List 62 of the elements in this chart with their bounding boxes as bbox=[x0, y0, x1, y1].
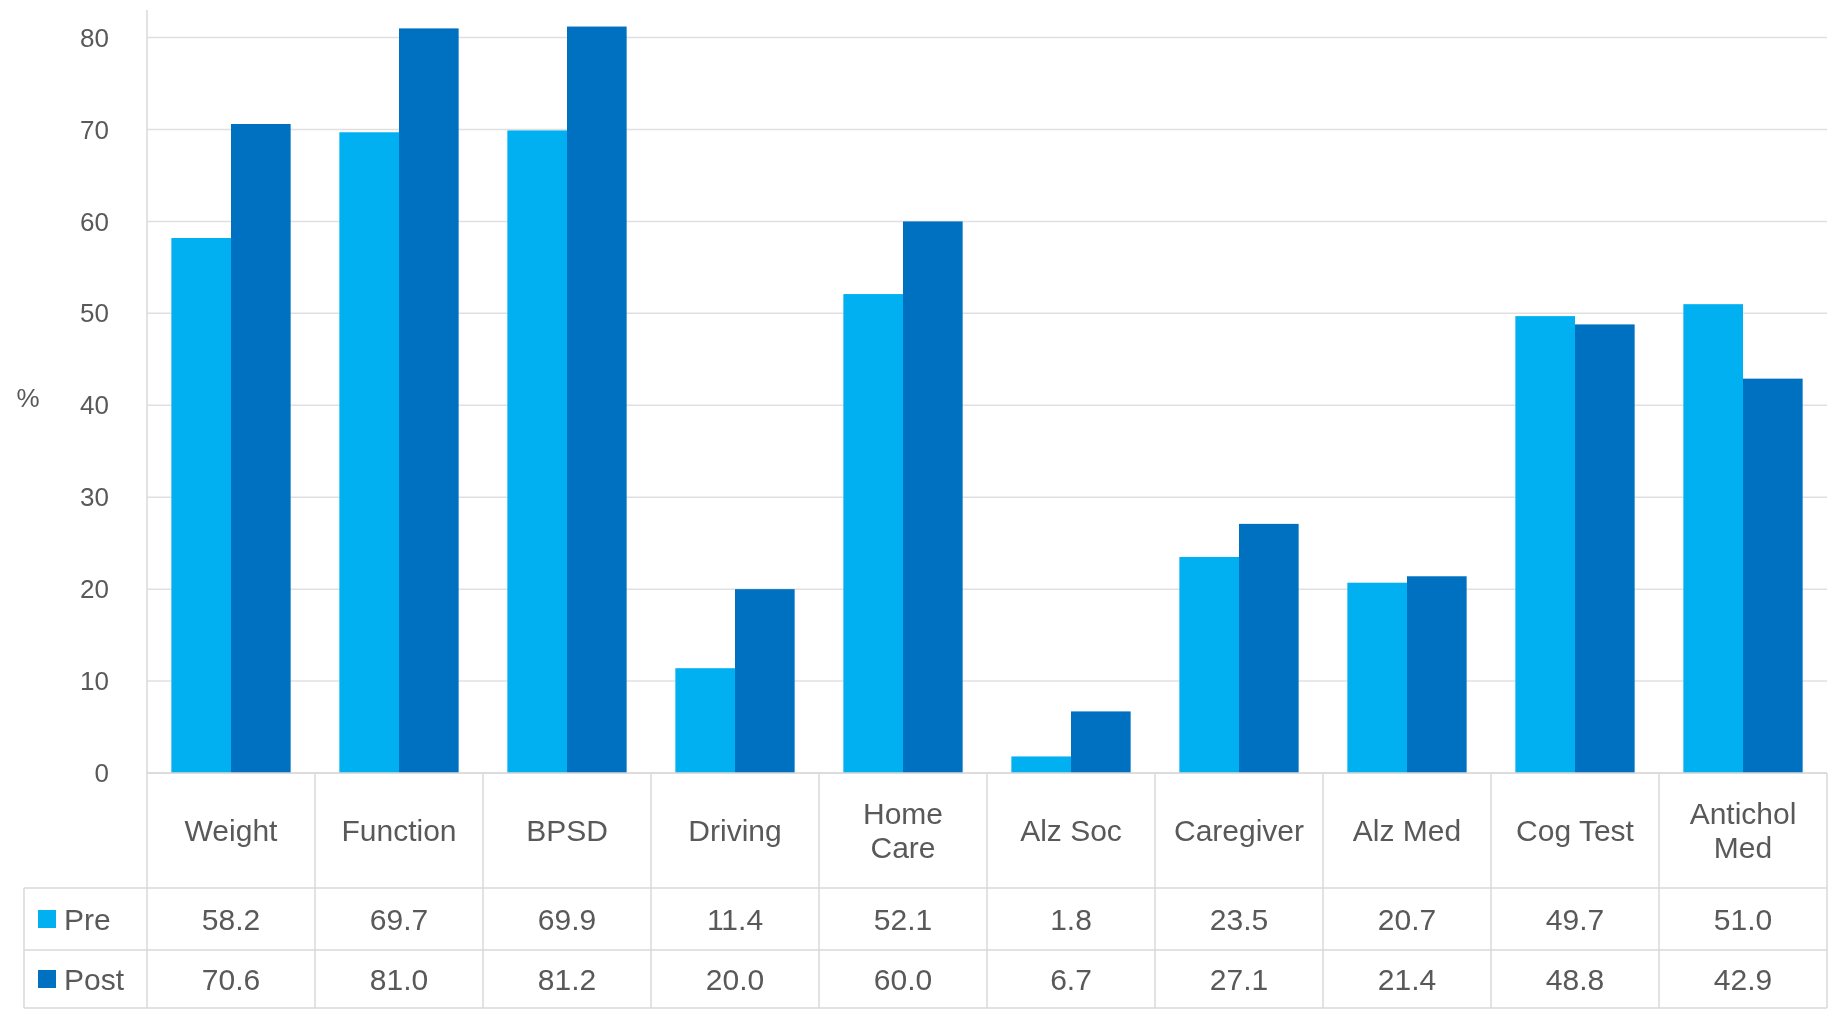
bar bbox=[1515, 316, 1575, 773]
data-label: 6.7 bbox=[1050, 962, 1092, 996]
bar bbox=[1743, 378, 1803, 773]
bar bbox=[231, 123, 291, 773]
x-tick-label: Cog Test bbox=[1516, 814, 1635, 847]
y-tick-label: 70 bbox=[80, 114, 109, 145]
bar bbox=[1071, 711, 1131, 773]
x-tick-label: Antichol Med bbox=[1689, 797, 1797, 864]
data-label: 20.7 bbox=[1377, 902, 1437, 936]
y-tick-label: 50 bbox=[80, 298, 109, 329]
y-tick-label: 30 bbox=[80, 482, 109, 513]
x-tick-label: Function bbox=[341, 814, 457, 847]
data-label: 23.5 bbox=[1209, 902, 1269, 936]
data-label: 81.0 bbox=[369, 962, 429, 996]
bar bbox=[1011, 756, 1071, 773]
data-label: 49.7 bbox=[1545, 902, 1605, 936]
y-tick-label: 80 bbox=[80, 22, 109, 53]
bar bbox=[1683, 304, 1743, 773]
bar bbox=[507, 130, 567, 773]
data-label: 52.1 bbox=[873, 902, 933, 936]
data-label: 81.2 bbox=[537, 962, 597, 996]
data-label: 70.6 bbox=[201, 962, 261, 996]
bar bbox=[675, 668, 735, 773]
data-label: 58.2 bbox=[201, 902, 261, 936]
y-tick-label: 20 bbox=[80, 574, 109, 605]
legend-label: Post bbox=[64, 962, 125, 996]
bar bbox=[735, 589, 795, 773]
bar bbox=[567, 26, 627, 773]
x-tick-label: Caregiver bbox=[1173, 814, 1305, 847]
bar bbox=[1407, 576, 1467, 773]
data-label: 60.0 bbox=[873, 962, 933, 996]
x-tick-label: BPSD bbox=[526, 814, 608, 847]
data-label: 1.8 bbox=[1050, 902, 1092, 936]
bar bbox=[171, 237, 231, 773]
data-label: 27.1 bbox=[1209, 962, 1269, 996]
bar bbox=[399, 28, 459, 773]
data-label: 42.9 bbox=[1713, 962, 1773, 996]
x-tick-label: Weight bbox=[184, 814, 279, 847]
y-tick-label: 60 bbox=[80, 206, 109, 237]
bar bbox=[1239, 523, 1299, 773]
bar bbox=[1575, 324, 1635, 773]
data-label: 51.0 bbox=[1713, 902, 1773, 936]
bar bbox=[339, 132, 399, 773]
y-tick-label: 10 bbox=[80, 666, 109, 697]
bar bbox=[903, 221, 963, 773]
y-axis-title: % bbox=[16, 382, 40, 413]
data-label: 20.0 bbox=[705, 962, 765, 996]
y-tick-label: 0 bbox=[94, 758, 109, 789]
x-tick-label: Home Care bbox=[862, 797, 944, 864]
legend-label: Pre bbox=[64, 902, 111, 936]
data-label: 69.9 bbox=[537, 902, 597, 936]
data-label: 21.4 bbox=[1377, 962, 1437, 996]
bar bbox=[843, 294, 903, 773]
data-label: 11.4 bbox=[706, 902, 764, 936]
data-label: 69.7 bbox=[369, 902, 429, 936]
bar bbox=[1179, 556, 1239, 773]
bar bbox=[1347, 582, 1407, 773]
x-tick-label: Alz Soc bbox=[1020, 814, 1122, 847]
y-tick-label: 40 bbox=[80, 390, 109, 421]
x-tick-label: Driving bbox=[688, 814, 782, 847]
x-tick-label: Alz Med bbox=[1352, 814, 1462, 847]
data-label: 48.8 bbox=[1545, 962, 1605, 996]
